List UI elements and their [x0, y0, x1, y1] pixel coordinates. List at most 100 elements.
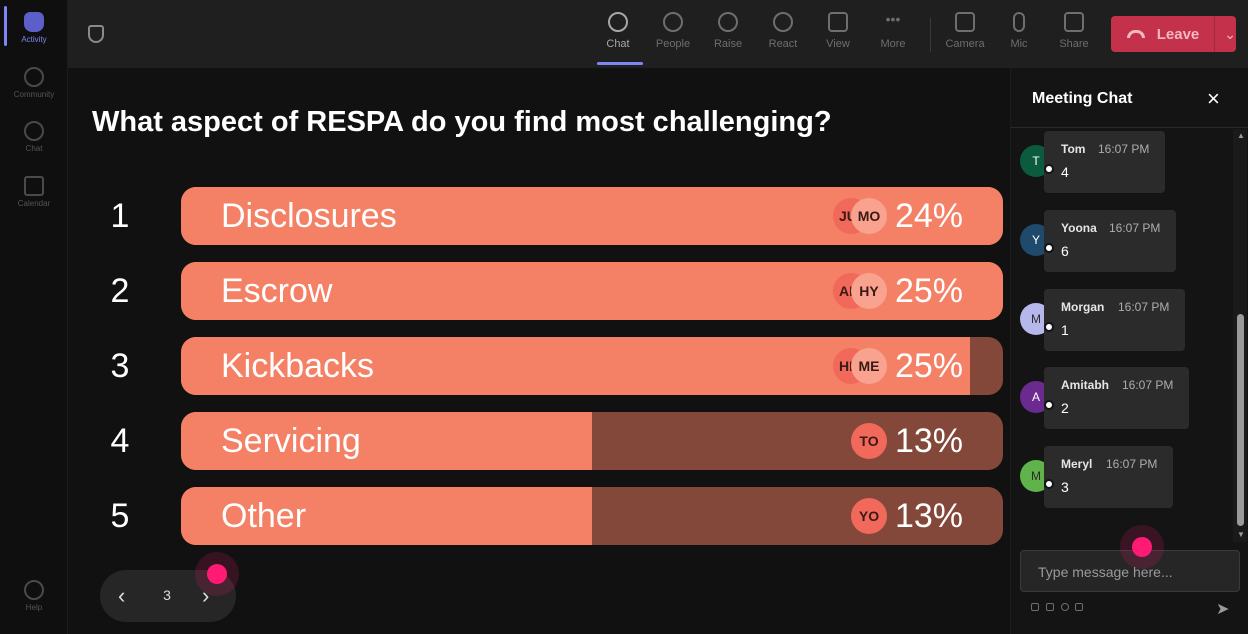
- message-time: 16:07 PM: [1098, 142, 1150, 156]
- chat-title: Meeting Chat: [1032, 90, 1133, 107]
- option-number: 4: [110, 422, 130, 460]
- rail-item-community[interactable]: Community: [0, 67, 68, 99]
- option-bar: Disclosures JU MO 24%: [181, 187, 1003, 245]
- camera-off-icon: [955, 12, 975, 32]
- message-bubble: Tom 16:07 PM 4: [1044, 131, 1165, 193]
- voter-avatar: TO: [851, 423, 887, 459]
- poll-question: What aspect of RESPA do you find most ch…: [92, 106, 832, 138]
- leave-button-label: Leave: [1156, 25, 1200, 43]
- voter-avatar: ME: [851, 348, 887, 384]
- message-input[interactable]: Type message here...: [1020, 550, 1240, 592]
- meeting-chat-panel: Meeting Chat × T Tom 16:07 PM 4 Y Yoona …: [1010, 68, 1248, 634]
- chat-message: Y Yoona 16:07 PM 6: [1020, 210, 1200, 274]
- community-icon: [24, 67, 44, 87]
- chat-message: T Tom 16:07 PM 4: [1020, 131, 1200, 195]
- people-button-label: People: [655, 38, 691, 50]
- smiley-icon: [773, 12, 793, 32]
- leave-divider: [1214, 16, 1216, 52]
- option-percent: 13%: [894, 497, 963, 535]
- message-text: 6: [1061, 243, 1069, 259]
- share-button[interactable]: Share: [1048, 12, 1100, 50]
- grid-view-icon: [828, 12, 848, 32]
- poll-option-row: 4 Servicing TO 13%: [68, 412, 1010, 470]
- share-button-label: Share: [1059, 38, 1089, 50]
- camera-button[interactable]: Camera: [939, 12, 991, 50]
- scroll-up-arrow-icon[interactable]: ▲: [1237, 131, 1245, 140]
- view-button-label: View: [826, 38, 850, 50]
- pointer-cursor-indicator: [1132, 537, 1152, 557]
- chat-button[interactable]: Chat: [592, 12, 644, 50]
- chat-icon: [608, 12, 628, 32]
- option-bar: Escrow AM HY 25%: [181, 262, 1003, 320]
- voter-avatar: YO: [851, 498, 887, 534]
- option-percent: 25%: [894, 272, 963, 310]
- share-screen-icon: [1064, 12, 1084, 32]
- shield-icon[interactable]: [88, 25, 104, 43]
- more-button-label: More: [880, 38, 906, 50]
- option-percent: 24%: [894, 197, 963, 235]
- option-percent: 13%: [894, 422, 963, 460]
- voter-avatar: HY: [851, 273, 887, 309]
- option-bar: Other YO 13%: [181, 487, 1003, 545]
- mic-button-label: Mic: [1010, 38, 1028, 50]
- attach-icon[interactable]: [1046, 603, 1054, 611]
- chat-message: M Meryl 16:07 PM 3: [1020, 446, 1200, 510]
- emoji-icon[interactable]: [1061, 603, 1069, 611]
- presence-dot: [1044, 400, 1054, 410]
- raise-button-label: Raise: [713, 38, 743, 50]
- close-icon[interactable]: ×: [1207, 86, 1220, 111]
- presence-dot: [1044, 479, 1054, 489]
- message-bubble: Yoona 16:07 PM 6: [1044, 210, 1176, 272]
- option-label: Escrow: [221, 272, 333, 310]
- chat-active-underline: [597, 62, 643, 65]
- raise-hand-button[interactable]: Raise: [702, 12, 754, 50]
- message-text: 3: [1061, 479, 1069, 495]
- option-label: Disclosures: [221, 197, 397, 235]
- send-icon[interactable]: ➤: [1216, 601, 1230, 618]
- message-text: 4: [1061, 164, 1069, 180]
- react-button[interactable]: React: [757, 12, 809, 50]
- chat-header: Meeting Chat ×: [1011, 68, 1248, 128]
- poll-option-row: 2 Escrow AM HY 25%: [68, 262, 1010, 320]
- more-dots-icon: •••: [885, 11, 901, 27]
- format-icon[interactable]: [1031, 603, 1039, 611]
- more-button[interactable]: ••• More: [867, 12, 919, 50]
- rail-item-calendar[interactable]: Calendar: [0, 176, 68, 208]
- toolbar-divider: [930, 18, 931, 52]
- chevron-down-icon[interactable]: ⌄: [1224, 25, 1236, 42]
- option-label: Kickbacks: [221, 347, 375, 385]
- rail-item-help[interactable]: Help: [0, 580, 68, 612]
- view-button[interactable]: View: [812, 12, 864, 50]
- option-number: 5: [110, 497, 130, 535]
- option-number: 2: [110, 272, 130, 310]
- page-number: 3: [163, 587, 171, 603]
- message-time: 16:07 PM: [1106, 457, 1158, 471]
- rail-item-activity[interactable]: Activity: [0, 12, 68, 44]
- scrollbar-thumb[interactable]: [1237, 314, 1244, 526]
- scroll-down-arrow-icon[interactable]: ▼: [1237, 530, 1245, 539]
- message-bubble: Meryl 16:07 PM 3: [1044, 446, 1173, 508]
- people-button[interactable]: People: [647, 12, 699, 50]
- message-bubble: Amitabh 16:07 PM 2: [1044, 367, 1189, 429]
- rail-label-calendar: Calendar: [17, 199, 51, 208]
- phone-hangup-icon: [1127, 30, 1145, 38]
- presence-dot: [1044, 243, 1054, 253]
- gif-icon[interactable]: [1075, 603, 1083, 611]
- sender-name: Amitabh: [1061, 378, 1109, 392]
- option-bar: Servicing TO 13%: [181, 412, 1003, 470]
- option-bar: Kickbacks HE ME 25%: [181, 337, 1003, 395]
- message-text: 1: [1061, 322, 1069, 338]
- calendar-icon: [24, 176, 44, 196]
- poll-option-row: 5 Other YO 13%: [68, 487, 1010, 545]
- previous-slide-button[interactable]: ‹: [118, 583, 126, 608]
- app-rail: Activity Community Chat Calendar Help: [0, 0, 68, 634]
- message-time: 16:07 PM: [1118, 300, 1170, 314]
- rail-item-chat[interactable]: Chat: [0, 121, 68, 153]
- next-slide-button[interactable]: ›: [202, 583, 210, 608]
- message-bubble: Morgan 16:07 PM 1: [1044, 289, 1185, 351]
- leave-button[interactable]: Leave ⌄: [1111, 16, 1236, 52]
- voter-avatar: MO: [851, 198, 887, 234]
- option-label: Other: [221, 497, 307, 535]
- mic-button[interactable]: Mic: [993, 12, 1045, 50]
- meeting-toolbar: Chat People Raise React View ••• More Ca…: [68, 0, 1248, 68]
